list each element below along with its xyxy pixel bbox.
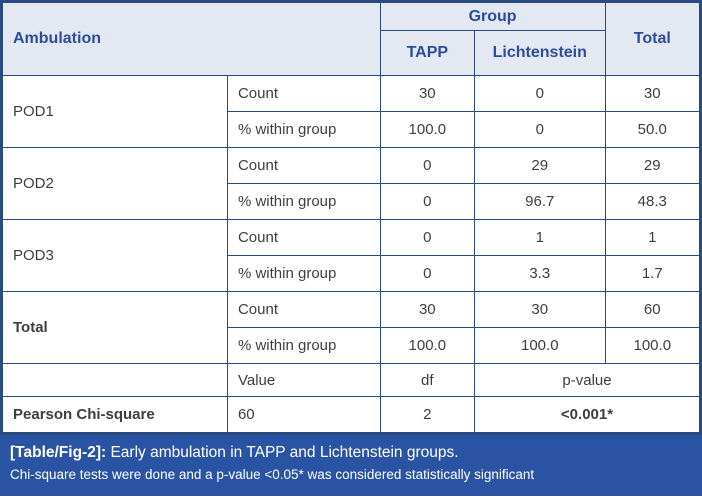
stats-result-row: Pearson Chi-square 60 2 <0.001* [1,396,701,434]
cell-value: 30 [379,291,476,328]
cell-value: 29 [474,147,606,184]
stats-header-row: Value df p-value [1,363,701,397]
metric-label: Count [226,291,381,328]
header-total: Total [604,1,702,76]
cell-value: 1 [474,219,606,256]
metric-label: % within group [226,255,381,292]
table-row: % within group 0 3.3 1.7 [2,255,702,292]
metric-label: Count [226,219,381,256]
stats-test-name: Pearson Chi-square [1,396,228,434]
cell-value: 0 [474,75,606,112]
cell-value: 0 [379,255,476,292]
metric-label: % within group [226,327,381,364]
cell-value: 96.7 [474,183,606,220]
cell-value: 0 [474,111,606,148]
figure-caption: [Table/Fig-2]: Early ambulation in TAPP … [0,435,702,496]
table-row: POD3 Count 0 1 1 [1,219,702,292]
metric-label: % within group [226,111,381,148]
stats-test-pvalue: <0.001* [474,396,701,434]
metric-label: Count [226,75,381,112]
cell-value: 1 [604,219,702,256]
caption-tag: [Table/Fig-2]: [10,444,107,461]
cell-value: 3.3 [474,255,606,292]
caption-title-line: [Table/Fig-2]: Early ambulation in TAPP … [10,443,692,464]
header-group: Group [379,1,606,31]
header-lichtenstein: Lichtenstein [474,30,606,76]
ambulation-table: Ambulation Group Total TAPP Lichtenstein… [0,0,702,435]
table-row: % within group 100.0 100.0 100.0 [2,327,702,364]
cell-value: 48.3 [604,183,702,220]
cell-value: 0 [379,147,476,184]
table-row: POD2 Count 0 29 29 [1,147,702,220]
caption-note: Chi-square tests were done and a p-value… [10,466,535,482]
table-row: % within group 100.0 0 50.0 [2,111,702,148]
cell-value: 100.0 [604,327,702,364]
cell-value: 60 [604,291,702,328]
table-row: % within group 0 96.7 48.3 [2,183,702,220]
cell-value: 0 [379,219,476,256]
row-label-pod3: POD3 [1,219,228,292]
stats-test-df: 2 [379,396,476,434]
cell-value: 30 [474,291,606,328]
cell-value: 30 [379,75,476,112]
metric-label: % within group [226,183,381,220]
table-row: Total Count 30 30 60 [1,291,702,364]
stats-test-value: 60 [226,396,381,434]
header-tapp: TAPP [379,30,476,76]
cell-value: 29 [604,147,702,184]
stats-value-label: Value [226,363,381,397]
table-row: POD1 Count 30 0 30 [1,75,702,148]
row-label-pod2: POD2 [1,147,228,220]
stats-empty-cell [1,363,228,397]
stats-pvalue-label: p-value [474,363,701,397]
cell-value: 1.7 [604,255,702,292]
row-label-total: Total [1,291,228,364]
header-row-group: Ambulation Group Total [1,1,702,76]
cell-value: 100.0 [474,327,606,364]
stats-df-label: df [379,363,476,397]
row-label-pod1: POD1 [1,75,228,148]
cell-value: 100.0 [379,327,476,364]
cell-value: 100.0 [379,111,476,148]
cell-value: 0 [379,183,476,220]
caption-title: Early ambulation in TAPP and Lichtenstei… [106,444,459,461]
cell-value: 30 [604,75,702,112]
header-row-columns: TAPP Lichtenstein [2,30,701,76]
cell-value: 50.0 [604,111,702,148]
metric-label: Count [226,147,381,184]
header-ambulation: Ambulation [1,1,381,76]
